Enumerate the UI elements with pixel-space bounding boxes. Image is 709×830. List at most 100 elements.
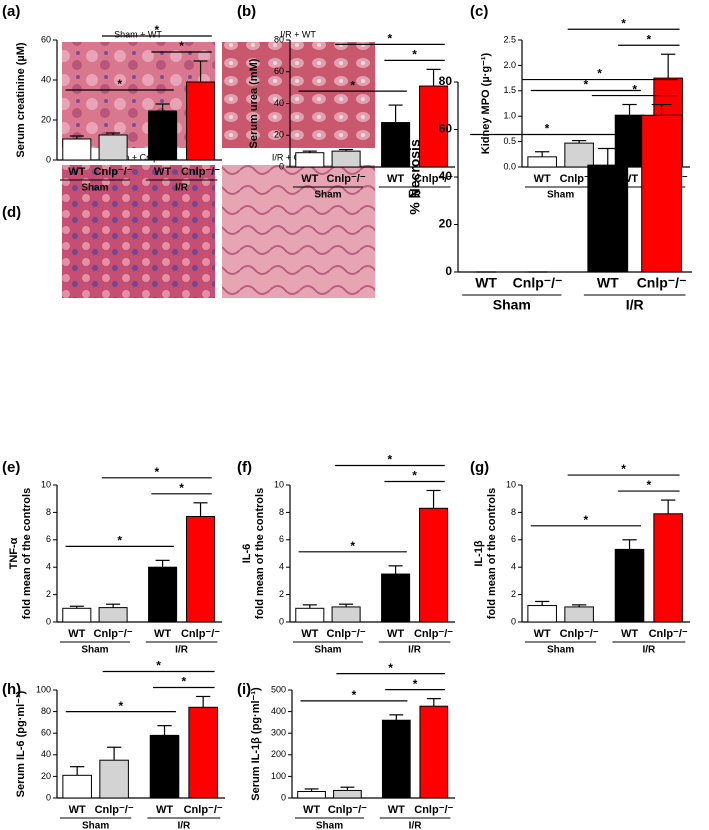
y-tick-label: 2	[46, 589, 51, 599]
panel-label: (g)	[470, 459, 489, 476]
x-tick-label: Cnlp⁻/⁻	[95, 804, 134, 816]
x-tick-label: WT	[387, 173, 404, 185]
group-label: I/R	[175, 183, 189, 194]
x-tick-label: WT	[534, 628, 551, 640]
x-tick-label: Cnlp⁻/⁻	[560, 628, 599, 640]
group-label: Sham	[547, 645, 574, 656]
panel-label: (d)	[2, 204, 21, 221]
x-tick-label: Cnlp⁻/⁻	[181, 166, 220, 178]
x-tick-label: Cnlp⁻/⁻	[513, 275, 563, 291]
y-tick-label: 200	[271, 749, 286, 759]
bar	[419, 507, 449, 623]
y-tick-label: 0	[279, 161, 284, 171]
y-tick-label: 1.5	[503, 85, 516, 95]
significance-label: *	[647, 32, 652, 46]
y-tick-label: 8	[279, 507, 284, 517]
x-tick-label: WT	[597, 275, 619, 291]
histology-image	[62, 165, 215, 298]
bar	[148, 110, 178, 161]
y-tick-label: 400	[271, 706, 286, 716]
y-tick-label: 10	[41, 479, 51, 489]
y-tick-label: 40	[439, 169, 453, 183]
x-tick-label: Cnlp⁻/⁻	[327, 173, 366, 185]
y-tick-label: 8	[511, 507, 516, 517]
x-tick-label: WT	[301, 628, 318, 640]
y-tick-label: 80	[274, 34, 284, 44]
significance-label: *	[584, 513, 589, 527]
y-tick-label: 4	[46, 562, 51, 572]
y-tick-label: 100	[271, 771, 286, 781]
x-tick-label: WT	[303, 804, 320, 816]
y-tick-label: 40	[274, 98, 284, 108]
significance-label: *	[182, 675, 187, 689]
bar	[419, 85, 449, 168]
x-tick-label: WT	[301, 173, 318, 185]
bar	[148, 566, 178, 623]
y-tick-label: 0	[281, 792, 286, 802]
significance-label: *	[352, 688, 357, 702]
y-tick-label: 0	[279, 616, 284, 626]
x-tick-label: Cnlp⁻/⁻	[649, 628, 688, 640]
bar	[62, 774, 92, 799]
y-tick-label: 10	[274, 479, 284, 489]
significance-label: *	[156, 659, 161, 673]
y-axis-title: Serum urea (mM)	[248, 58, 260, 148]
y-tick-label: 0	[445, 264, 452, 278]
y-tick-label: 2.0	[503, 60, 516, 70]
y-tick-label: 0	[511, 616, 516, 626]
bar	[297, 791, 326, 799]
group-label: Sham	[493, 297, 531, 313]
y-tick-label: 0.0	[503, 161, 516, 171]
x-tick-label: WT	[68, 166, 85, 178]
y-tick-label: 60	[41, 34, 51, 44]
x-tick-label: WT	[154, 166, 171, 178]
y-axis-title: IL-6	[241, 544, 253, 564]
x-tick-label: WT	[621, 628, 638, 640]
histology: Sham + WT I/R + WT Sham + Cnlp⁻/⁻ I/R + …	[62, 29, 375, 298]
group-label: Sham	[314, 190, 341, 201]
significance-label: *	[387, 32, 392, 46]
y-tick-label: 20	[41, 771, 51, 781]
y-axis-title: Kidney MPO (µ·g⁻¹)	[480, 52, 492, 154]
significance-label: *	[388, 661, 393, 675]
significance-label: *	[179, 481, 184, 495]
bar	[99, 759, 129, 799]
x-tick-label: Cnlp⁻/⁻	[637, 275, 687, 291]
y-axis-title: fold mean of the controls	[254, 488, 266, 619]
y-tick-label: 4	[279, 562, 284, 572]
y-tick-label: 500	[271, 684, 286, 694]
panel-label: (h)	[2, 681, 21, 698]
y-tick-label: 80	[439, 74, 453, 88]
significance-label: *	[413, 677, 418, 691]
bar	[653, 513, 683, 623]
bar	[186, 516, 216, 623]
panel-label: (i)	[237, 681, 251, 698]
significance-label: *	[154, 23, 159, 37]
y-axis-title: Serum IL-1β (pg·ml⁻¹)	[250, 687, 262, 801]
x-tick-label: WT	[475, 275, 497, 291]
y-axis-title: Serum creatinine (µM)	[15, 42, 27, 157]
significance-label: *	[154, 465, 159, 479]
group-label: Sham	[314, 645, 341, 656]
bar	[419, 705, 449, 799]
y-axis-title: Serum IL-6 (pg·ml⁻¹)	[15, 690, 27, 797]
y-axis-title: IL-1β	[473, 540, 485, 567]
significance-label: *	[412, 48, 417, 62]
y-axis-title: fold mean of the controls	[21, 488, 33, 619]
y-tick-label: 4	[511, 562, 516, 572]
bar	[295, 152, 325, 168]
x-tick-label: Cnlp⁻/⁻	[414, 173, 453, 185]
image-caption: Sham + Cnlp⁻/⁻	[106, 152, 171, 162]
group-label: Sham	[81, 645, 108, 656]
x-tick-label: Cnlp⁻/⁻	[414, 804, 453, 816]
bar	[98, 134, 128, 161]
y-tick-label: 300	[271, 728, 286, 738]
y-tick-label: 6	[511, 534, 516, 544]
y-tick-label: 0	[46, 154, 51, 164]
bar	[381, 719, 411, 799]
panel-label: (b)	[237, 3, 256, 20]
bar	[62, 138, 92, 161]
y-axis-title: % Necrosis	[407, 139, 423, 215]
y-tick-label: 0.5	[503, 136, 516, 146]
